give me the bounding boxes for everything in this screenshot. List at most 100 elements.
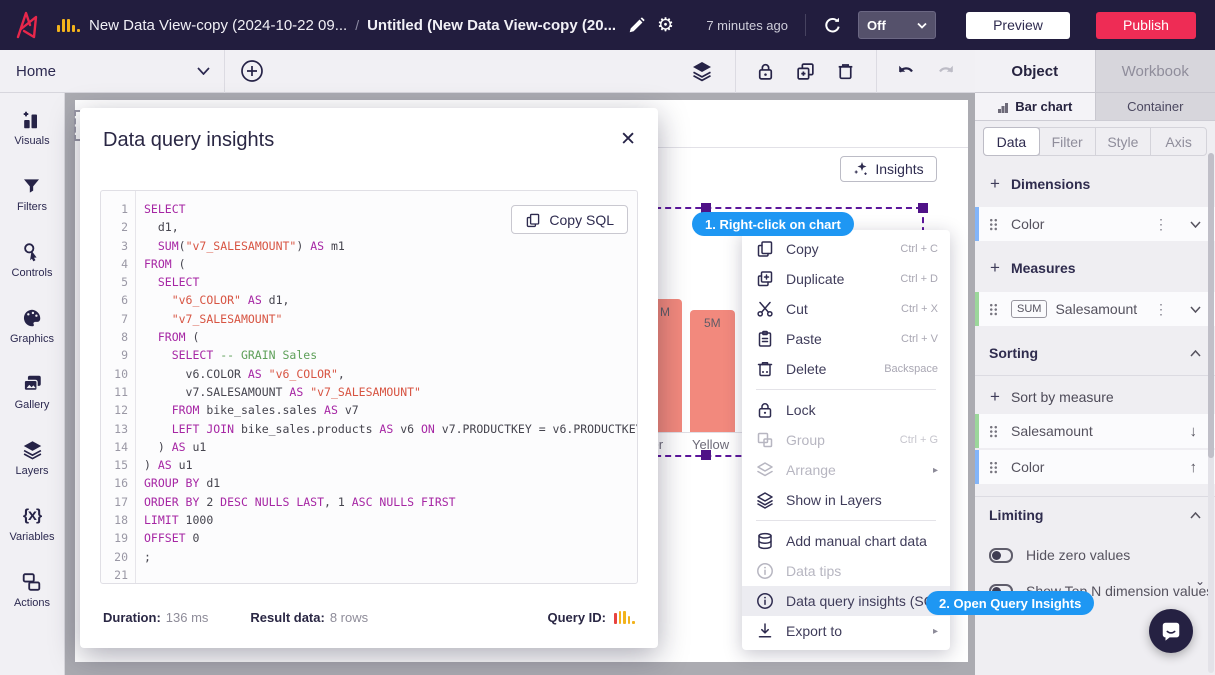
- drag-handle-icon[interactable]: [989, 460, 998, 474]
- tab-data[interactable]: Data: [983, 127, 1040, 156]
- top-navbar: New Data View-copy (2024-10-22 09... / U…: [0, 0, 1215, 50]
- submenu-arrow-icon: ▸: [932, 625, 938, 637]
- sidebar-item-gallery[interactable]: Gallery: [15, 372, 49, 411]
- publish-button[interactable]: Publish: [1096, 11, 1196, 39]
- sidebar-item-graphics[interactable]: Graphics: [10, 306, 54, 345]
- selection-handle[interactable]: [918, 203, 928, 213]
- trash-icon: [838, 63, 852, 79]
- autorefresh-select[interactable]: Off: [858, 11, 936, 39]
- plus-icon: +: [990, 258, 1000, 277]
- insights-button[interactable]: Insights: [840, 156, 937, 182]
- result-data-value: 8 rows: [329, 610, 369, 625]
- sparkles-icon: [855, 162, 868, 175]
- context-menu-item-add-manual-chart-data[interactable]: Add manual chart data: [742, 526, 950, 556]
- context-menu-item-duplicate[interactable]: Duplicate Ctrl + D: [742, 264, 950, 294]
- context-menu-item-label: Data tips: [786, 563, 842, 579]
- context-menu-item-copy[interactable]: Copy Ctrl + C: [742, 234, 950, 264]
- lock-toolbar-button[interactable]: [750, 56, 780, 86]
- duplicate-toolbar-button[interactable]: [790, 56, 820, 86]
- add-item-button[interactable]: [237, 56, 267, 86]
- shortcut-hint: Ctrl + V: [901, 333, 938, 345]
- sort-item-salesamount[interactable]: Salesamount ↓: [975, 414, 1215, 448]
- aggregation-badge[interactable]: SUM: [1011, 300, 1048, 318]
- sidebar-item-visuals[interactable]: Visuals: [14, 108, 50, 147]
- preview-button[interactable]: Preview: [966, 11, 1070, 39]
- context-menu-item-cut[interactable]: Cut Ctrl + X: [742, 294, 950, 324]
- canvas-toolbar: Home: [0, 49, 975, 93]
- toggle-switch-icon[interactable]: [989, 547, 1013, 563]
- context-menu-item-data-query-insights-sql[interactable]: Data query insights (SQL): [742, 586, 950, 616]
- collapse-chevron-icon[interactable]: [1190, 511, 1201, 519]
- sql-line: ;: [144, 549, 151, 564]
- page-selector[interactable]: Home: [0, 50, 224, 92]
- toolbar-divider: [735, 49, 736, 93]
- dataset-title[interactable]: New Data View-copy (2024-10-22 09...: [89, 16, 348, 34]
- sql-line: FROM (: [157, 330, 200, 345]
- kebab-menu-icon[interactable]: ⋮: [1154, 300, 1168, 317]
- sort-by-measure-button[interactable]: + Sort by measure: [990, 387, 1114, 406]
- copy-sql-button[interactable]: Copy SQL: [511, 205, 628, 234]
- query-id-icon[interactable]: [614, 611, 635, 624]
- app-logo-icon[interactable]: [14, 10, 41, 40]
- chat-fab[interactable]: [1149, 609, 1193, 653]
- shortcut-hint: Ctrl + C: [900, 243, 938, 255]
- workbook-title[interactable]: Untitled (New Data View-copy (20...: [367, 16, 617, 34]
- collapse-chevron-icon[interactable]: [1190, 349, 1201, 357]
- settings-gear-icon[interactable]: ⚙: [657, 14, 675, 36]
- sort-direction-icon[interactable]: ↓: [1189, 422, 1198, 440]
- sql-code[interactable]: SELECT d1, SUM("v7_SALESAMOUNT") AS m1 FR…: [136, 191, 637, 583]
- sidebar-item-controls[interactable]: Controls: [11, 240, 53, 279]
- context-menu-item-group: Group Ctrl + G: [742, 425, 950, 455]
- tab-container[interactable]: Container: [1094, 93, 1215, 120]
- chevron-down-icon[interactable]: [1190, 305, 1201, 313]
- sidebar-item-label: Controls: [11, 267, 53, 279]
- context-menu-item-show-in-layers[interactable]: Show in Layers: [742, 485, 950, 515]
- sidebar-item-filters[interactable]: Filters: [17, 174, 47, 213]
- sort-direction-icon[interactable]: ↑: [1189, 458, 1198, 476]
- drag-handle-icon[interactable]: [989, 302, 998, 316]
- toggle-hide-zero-values[interactable]: Hide zero values: [975, 543, 1215, 567]
- tab-axis[interactable]: Axis: [1150, 128, 1206, 155]
- close-icon[interactable]: ✕: [620, 129, 636, 150]
- selection-handle[interactable]: [701, 203, 711, 213]
- panel-scrollbar[interactable]: [1208, 153, 1214, 673]
- add-measure-button[interactable]: + Measures: [990, 258, 1076, 277]
- kebab-menu-icon[interactable]: ⋮: [1154, 215, 1168, 232]
- selection-handle[interactable]: [701, 450, 711, 460]
- sidebar-item-layers[interactable]: Layers: [15, 438, 49, 477]
- tab-filter[interactable]: Filter: [1038, 128, 1095, 155]
- delete-toolbar-button[interactable]: [830, 56, 860, 86]
- refresh-icon[interactable]: [823, 16, 842, 35]
- menu-divider: [756, 520, 936, 521]
- dimension-slot-color[interactable]: Color ⋮: [975, 207, 1215, 241]
- scrollbar-thumb[interactable]: [1208, 153, 1214, 458]
- tab-bar-chart[interactable]: Bar chart: [975, 93, 1095, 120]
- measure-slot-salesamount[interactable]: SUM Salesamount ⋮: [975, 292, 1215, 326]
- tab-style[interactable]: Style: [1094, 128, 1151, 155]
- add-dimension-button[interactable]: + Dimensions: [990, 174, 1091, 193]
- limiting-section-header: Limiting: [975, 501, 1215, 529]
- left-sidebar: Visuals Filters Controls Graphics Gallery Lay…: [0, 93, 65, 675]
- context-menu-item-lock[interactable]: Lock: [742, 395, 950, 425]
- lock-icon: [758, 63, 772, 80]
- info-icon: [755, 591, 775, 611]
- drag-handle-icon[interactable]: [989, 424, 998, 438]
- redo-button[interactable]: [931, 56, 961, 86]
- scroll-down-caret-icon[interactable]: ⌄: [1195, 574, 1206, 588]
- drag-handle-icon[interactable]: [989, 217, 998, 231]
- controls-icon: [21, 240, 43, 264]
- layers-toolbar-button[interactable]: [687, 56, 717, 86]
- sort-item-color[interactable]: Color ↑: [975, 450, 1215, 484]
- sidebar-item-actions[interactable]: Actions: [14, 570, 50, 609]
- undo-button[interactable]: [891, 56, 921, 86]
- edit-title-icon[interactable]: [628, 16, 645, 34]
- chevron-down-icon[interactable]: [1190, 220, 1201, 228]
- copy-icon: [755, 239, 775, 259]
- context-menu-item-paste[interactable]: Paste Ctrl + V: [742, 324, 950, 354]
- chart-bar[interactable]: [690, 310, 735, 432]
- sidebar-item-variables[interactable]: {x} Variables: [9, 504, 54, 543]
- tab-object[interactable]: Object: [975, 50, 1095, 92]
- context-menu-item-delete[interactable]: Delete Backspace: [742, 354, 950, 384]
- context-menu-item-export-to[interactable]: Export to ▸: [742, 616, 950, 646]
- tab-workbook[interactable]: Workbook: [1094, 50, 1215, 92]
